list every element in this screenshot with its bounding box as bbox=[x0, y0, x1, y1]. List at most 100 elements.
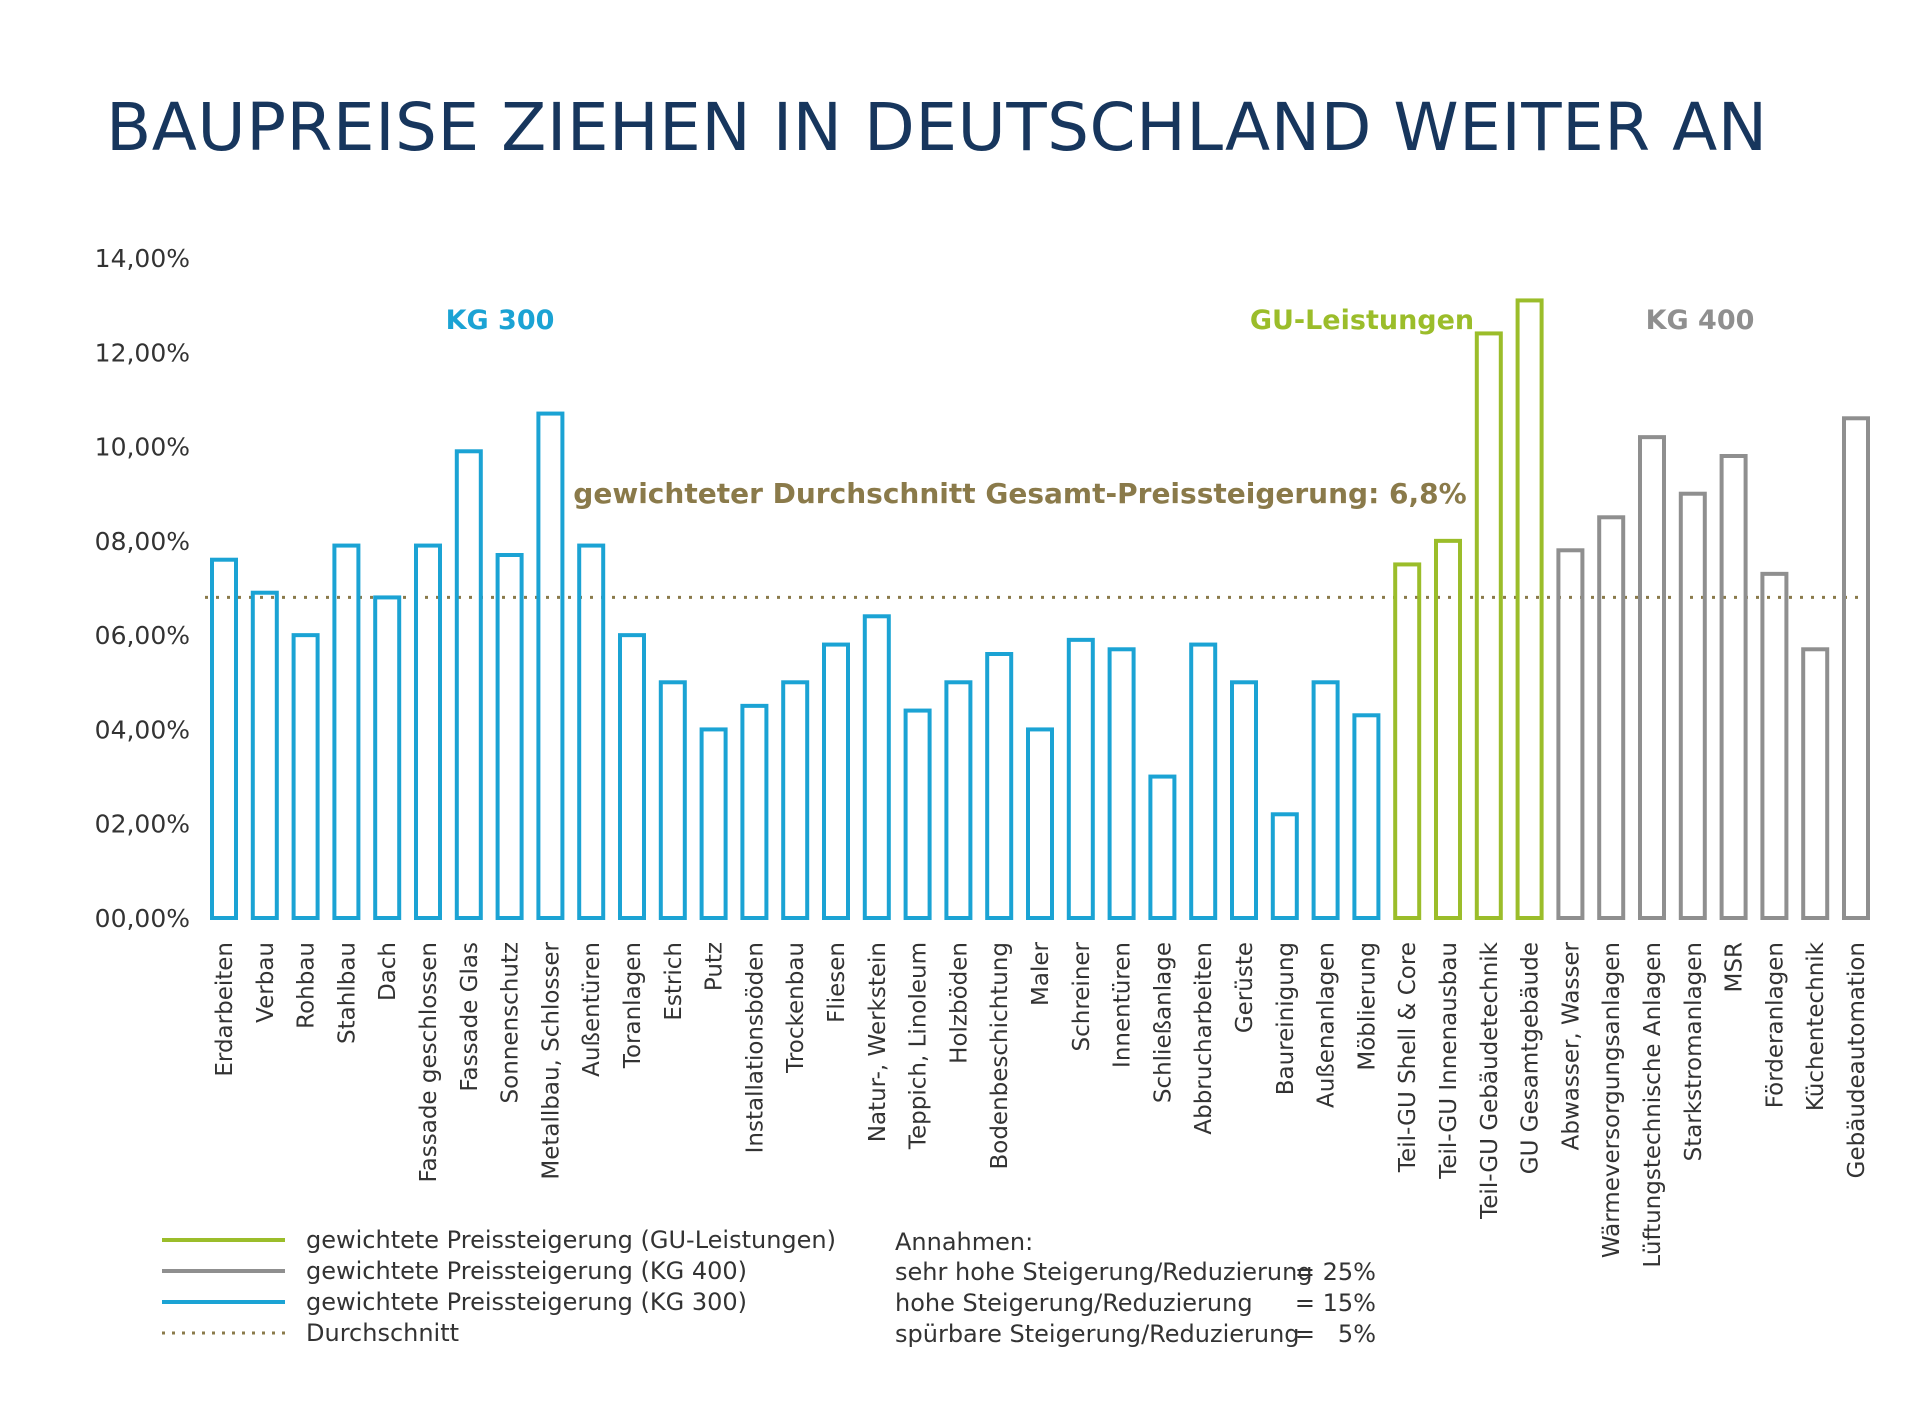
x-tick-label: Außentüren bbox=[579, 942, 605, 1077]
bar-kg300 bbox=[577, 543, 606, 920]
x-tick-label: Estrich bbox=[661, 942, 687, 1021]
group-label-gu: GU-Leistungen bbox=[1250, 305, 1474, 336]
group-label-kg400: KG 400 bbox=[1646, 305, 1755, 336]
bar-kg300 bbox=[1230, 680, 1258, 920]
assumption-label: hohe Steigerung/Reduzierung bbox=[895, 1289, 1253, 1317]
x-tick-label: Schließanlage bbox=[1150, 942, 1176, 1103]
x-tick-label: Natur-, Werkstein bbox=[865, 942, 891, 1142]
bar-kg300 bbox=[699, 727, 728, 921]
y-tick-label: 04,00% bbox=[95, 715, 190, 744]
x-tick-label: Fliesen bbox=[824, 942, 850, 1023]
bars bbox=[210, 298, 1870, 921]
bar-kg400 bbox=[1638, 435, 1666, 920]
x-tick-label: MSR bbox=[1722, 942, 1748, 992]
legend-label: gewichtete Preissteigerung (KG 400) bbox=[306, 1257, 747, 1285]
x-tick-label: Teil-GU Gebäudetechnik bbox=[1477, 941, 1503, 1220]
x-tick-label: Holzböden bbox=[946, 942, 972, 1064]
bar-kg300 bbox=[1066, 637, 1095, 920]
x-tick-label: Metallbau, Schlosser bbox=[538, 941, 564, 1179]
bar-kg300 bbox=[332, 543, 361, 920]
average-label: gewichteter Durchschnitt Gesamt-Preisste… bbox=[573, 477, 1466, 510]
x-tick-label: Erdarbeiten bbox=[212, 942, 238, 1077]
chart-title: BAUPREISE ZIEHEN IN DEUTSCHLAND WEITER A… bbox=[106, 89, 1768, 166]
x-tick-label: Starkstromanlagen bbox=[1681, 942, 1707, 1161]
x-tick-label: Teil-GU Innenausbau bbox=[1436, 942, 1462, 1180]
x-tick-label: Möblierung bbox=[1354, 942, 1380, 1071]
bar-kg300 bbox=[1311, 680, 1340, 920]
x-tick-label: Dach bbox=[375, 942, 401, 1001]
bar-kg300 bbox=[495, 553, 524, 920]
bar-kg300 bbox=[740, 703, 769, 920]
legend: gewichtete Preissteigerung (GU-Leistunge… bbox=[162, 1226, 836, 1347]
x-tick-label: Putz bbox=[702, 942, 728, 991]
x-tick-label: Gerüste bbox=[1232, 942, 1258, 1033]
x-tick-label: Installationsböden bbox=[742, 942, 768, 1153]
bar-kg400 bbox=[1801, 647, 1830, 920]
legend-label: gewichtete Preissteigerung (KG 300) bbox=[306, 1288, 747, 1316]
bar-kg300 bbox=[862, 614, 891, 920]
assumption-value: = 25% bbox=[1295, 1258, 1376, 1286]
y-tick-label: 02,00% bbox=[95, 810, 190, 839]
bar-kg300 bbox=[536, 411, 565, 920]
bar-kg300 bbox=[618, 633, 646, 921]
legend-label: Durchschnitt bbox=[306, 1319, 459, 1347]
x-axis: Erdarbeiten Verbau Rohbau Stahlbau Dach Fassa… bbox=[212, 941, 1870, 1267]
x-tick-label: Sonnenschutz bbox=[498, 942, 524, 1103]
bar-gu bbox=[1434, 538, 1462, 920]
bar-kg300 bbox=[1107, 647, 1136, 920]
x-tick-label: Schreiner bbox=[1069, 941, 1095, 1051]
bar-kg300 bbox=[414, 543, 442, 920]
x-tick-label: Verbau bbox=[253, 942, 279, 1023]
x-tick-label: Stahlbau bbox=[334, 942, 360, 1044]
y-tick-label: 06,00% bbox=[95, 621, 190, 650]
bar-kg300 bbox=[1148, 774, 1177, 920]
x-tick-label: Teppich, Linoleum bbox=[906, 942, 932, 1150]
bar-kg400 bbox=[1556, 548, 1585, 920]
bar-kg300 bbox=[291, 633, 320, 921]
y-tick-label: 12,00% bbox=[95, 338, 190, 367]
x-tick-label: Baureinigung bbox=[1273, 942, 1299, 1095]
bar-kg400 bbox=[1597, 515, 1626, 920]
x-tick-label: Trockenbau bbox=[783, 942, 809, 1074]
assumptions-block: Annahmen: sehr hohe Steigerung/Reduzieru… bbox=[895, 1228, 1376, 1348]
y-tick-label: 08,00% bbox=[95, 527, 190, 556]
assumption-value: = 5% bbox=[1295, 1320, 1376, 1348]
assumption-value: = 15% bbox=[1295, 1289, 1376, 1317]
y-tick-label: 14,00% bbox=[95, 244, 190, 273]
x-tick-label: Bodenbeschichtung bbox=[987, 942, 1013, 1170]
x-tick-label: Teil-GU Shell & Core bbox=[1395, 942, 1421, 1173]
bar-kg300 bbox=[985, 652, 1014, 920]
bar-kg300 bbox=[210, 557, 238, 920]
x-tick-label: Küchentechnik bbox=[1803, 941, 1829, 1111]
x-tick-label: Gebäudeautomation bbox=[1844, 942, 1870, 1178]
assumption-label: sehr hohe Steigerung/Reduzierung bbox=[895, 1258, 1313, 1286]
x-tick-label: Abwasser, Wasser bbox=[1558, 941, 1584, 1150]
bar-kg300 bbox=[373, 595, 402, 921]
y-tick-label: 00,00% bbox=[95, 904, 190, 933]
legend-label: gewichtete Preissteigerung (GU-Leistunge… bbox=[306, 1226, 836, 1254]
group-label-kg300: KG 300 bbox=[446, 305, 555, 336]
x-tick-label: Abbrucharbeiten bbox=[1191, 942, 1217, 1135]
bar-gu bbox=[1393, 562, 1422, 921]
y-tick-label: 10,00% bbox=[95, 433, 190, 462]
x-tick-label: Maler bbox=[1028, 941, 1054, 1005]
bar-kg300 bbox=[1270, 812, 1299, 920]
bar-kg300 bbox=[250, 590, 279, 920]
bar-kg400 bbox=[1760, 571, 1789, 920]
x-tick-label: Fassade geschlossen bbox=[416, 942, 442, 1182]
x-tick-label: Fassade Glas bbox=[457, 942, 483, 1092]
x-tick-label: Lüftungstechnische Anlagen bbox=[1640, 942, 1666, 1268]
bar-kg400 bbox=[1678, 491, 1707, 920]
x-tick-label: Förderanlagen bbox=[1762, 942, 1788, 1108]
x-tick-label: Toranlagen bbox=[620, 942, 646, 1069]
bar-gu bbox=[1515, 298, 1544, 920]
x-tick-label: Wärmeversorgungsanlagen bbox=[1599, 942, 1625, 1258]
x-tick-label: Innentüren bbox=[1110, 942, 1136, 1068]
x-tick-label: Rohbau bbox=[294, 942, 320, 1029]
bar-kg300 bbox=[781, 680, 810, 920]
y-axis: 00,00% 02,00% 04,00% 06,00% 08,00% 10,00% 12,0… bbox=[95, 244, 190, 933]
bar-kg300 bbox=[1026, 727, 1054, 921]
bar-kg300 bbox=[454, 449, 483, 920]
assumptions-heading: Annahmen: bbox=[895, 1228, 1033, 1256]
